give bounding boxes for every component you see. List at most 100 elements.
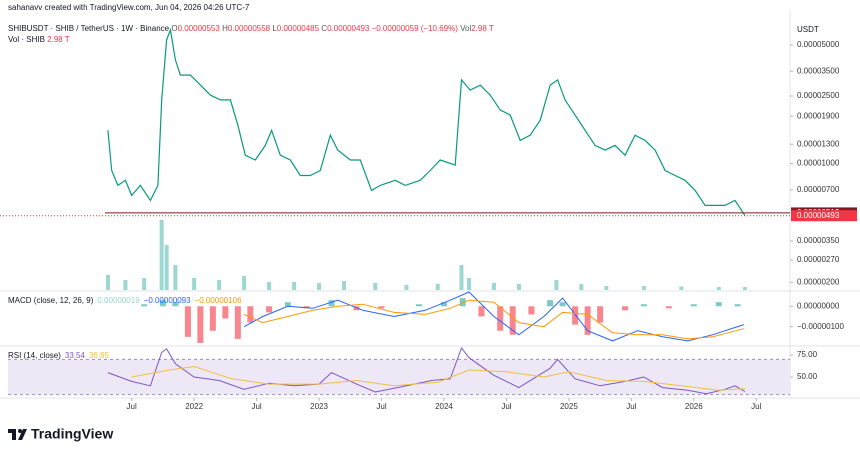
macd-histogram-bar	[597, 306, 604, 323]
macd-histogram-bar	[509, 306, 516, 335]
volume-bar	[267, 282, 272, 290]
x-tick-label: Jul	[626, 402, 636, 411]
pane-title: RSI (14, close)	[8, 351, 61, 360]
series-line	[131, 365, 746, 391]
volume-bar	[217, 280, 222, 290]
macd-histogram-bar	[528, 306, 535, 315]
macd-histogram-bar	[497, 306, 504, 331]
macd-histogram-bar	[665, 306, 672, 309]
pane-value: 0.00000019	[97, 296, 140, 305]
volume-bar	[342, 281, 347, 290]
macd-histogram-bar	[172, 302, 179, 307]
macd-histogram-bar	[734, 304, 741, 307]
macd-histogram-bar	[353, 306, 360, 311]
logo-text: TradingView	[31, 426, 113, 442]
ohlc-key: O	[171, 24, 177, 33]
macd-histogram-bar	[415, 304, 422, 307]
x-tick-label: 2024	[435, 402, 453, 411]
volume-bar	[491, 283, 496, 290]
y-tick-label: 0.00000700	[797, 185, 840, 194]
x-tick-label: Jul	[501, 402, 511, 411]
macd-histogram-bar	[547, 300, 554, 307]
volume-bar	[459, 265, 464, 290]
macd-histogram-bar	[378, 306, 385, 309]
volume-bar	[604, 286, 609, 290]
ohlc-value: 0.00000485	[277, 24, 320, 33]
macd-histogram-bar	[197, 306, 204, 343]
x-tick-label: Jul	[751, 402, 761, 411]
y-tick-label: 0.00005000	[797, 40, 840, 49]
macd-histogram-bar	[559, 302, 566, 307]
ohlc-key: H	[222, 24, 228, 33]
volume-bar	[579, 284, 584, 290]
macd-histogram-bar	[690, 304, 697, 307]
volume-bar	[142, 278, 147, 290]
macd-histogram-bar	[715, 302, 722, 307]
macd-histogram-bar	[459, 298, 466, 307]
ohlc-value: 0.00000493	[327, 24, 370, 33]
volume-bar	[743, 287, 748, 290]
volume-bar	[679, 286, 684, 290]
volume-bar	[404, 285, 409, 290]
y-tick-label: 0.00001900	[797, 111, 840, 120]
pane-legend: RSI (14, close) 33.54 36.85	[8, 351, 110, 360]
y-tick-label: 0.00002500	[797, 91, 840, 100]
pane-value: 36.85	[89, 351, 110, 360]
price-tag	[791, 210, 857, 222]
pane-value: 33.54	[65, 351, 86, 360]
pane-value: −0.00000093	[144, 296, 191, 305]
volume-bar	[641, 286, 646, 290]
volume-bar	[242, 276, 247, 290]
macd-histogram-bar	[159, 300, 166, 307]
ohlc-value: 0.00000553	[178, 24, 221, 33]
change: −0.00000059 (−10.69%)	[372, 24, 459, 33]
volume-bar	[292, 282, 297, 290]
ohlc-key: C	[321, 24, 327, 33]
symbol-legend: SHIBUSDT · SHIB / TetherUS · 1W · Binanc…	[8, 24, 494, 33]
x-tick-label: Jul	[127, 402, 137, 411]
macd-histogram-bar	[303, 306, 310, 309]
macd-histogram-bar	[141, 304, 148, 307]
macd-histogram-bar	[266, 306, 273, 313]
x-tick-label: 2022	[185, 402, 203, 411]
volume-bar	[317, 283, 322, 290]
volume-bar	[123, 280, 128, 290]
macd-line	[243, 299, 744, 340]
pane-legend: MACD (close, 12, 26, 9) 0.00000019 −0.0000…	[8, 296, 242, 305]
volume-bar	[716, 287, 721, 290]
x-tick-label: Jul	[251, 402, 261, 411]
x-tick-label: 2025	[560, 402, 578, 411]
x-tick-label: 2023	[310, 402, 328, 411]
macd-histogram-bar	[234, 306, 241, 339]
macd-histogram-bar	[209, 306, 216, 331]
y-tick-label: 0.00001000	[797, 159, 840, 168]
volume-legend: Vol · SHIB 2.98 T	[8, 35, 70, 44]
volume-bar	[159, 220, 164, 290]
y-tick-label: 0.00001300	[797, 139, 840, 148]
vol-key: Vol	[460, 24, 471, 33]
macd-histogram-bar	[572, 306, 579, 325]
logo: TradingView	[8, 426, 113, 442]
volume-bar	[105, 275, 110, 290]
vol-value: 2.98 T	[471, 24, 494, 33]
macd-histogram-bar	[640, 304, 647, 307]
volume-bar	[435, 284, 440, 290]
y-tick-label: 0.00000000	[797, 301, 840, 310]
pane-value: −0.00000106	[195, 296, 242, 305]
macd-histogram-bar	[247, 306, 254, 323]
credit: sahanavv created with TradingView.com, J…	[8, 3, 250, 12]
x-tick-label: Jul	[376, 402, 386, 411]
logo-icon	[8, 429, 27, 440]
macd-histogram-bar	[584, 306, 591, 335]
y-tick-label: 50.00	[797, 372, 818, 381]
ohlc-key: L	[272, 24, 277, 33]
currency: USDT	[797, 25, 819, 34]
macd-histogram-bar	[622, 306, 629, 311]
y-tick-label: 0.00003500	[797, 66, 840, 75]
price-tag-label: 0.00000493	[797, 211, 840, 220]
volume-bar	[164, 245, 169, 290]
ohlc-value: 0.00000558	[228, 24, 271, 33]
rsi-band	[8, 359, 790, 395]
macd-histogram-bar	[184, 306, 191, 337]
macd-histogram-bar	[222, 306, 229, 319]
